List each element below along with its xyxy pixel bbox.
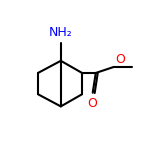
Text: NH₂: NH₂: [49, 26, 73, 39]
Text: O: O: [87, 97, 97, 110]
Text: O: O: [115, 53, 125, 66]
